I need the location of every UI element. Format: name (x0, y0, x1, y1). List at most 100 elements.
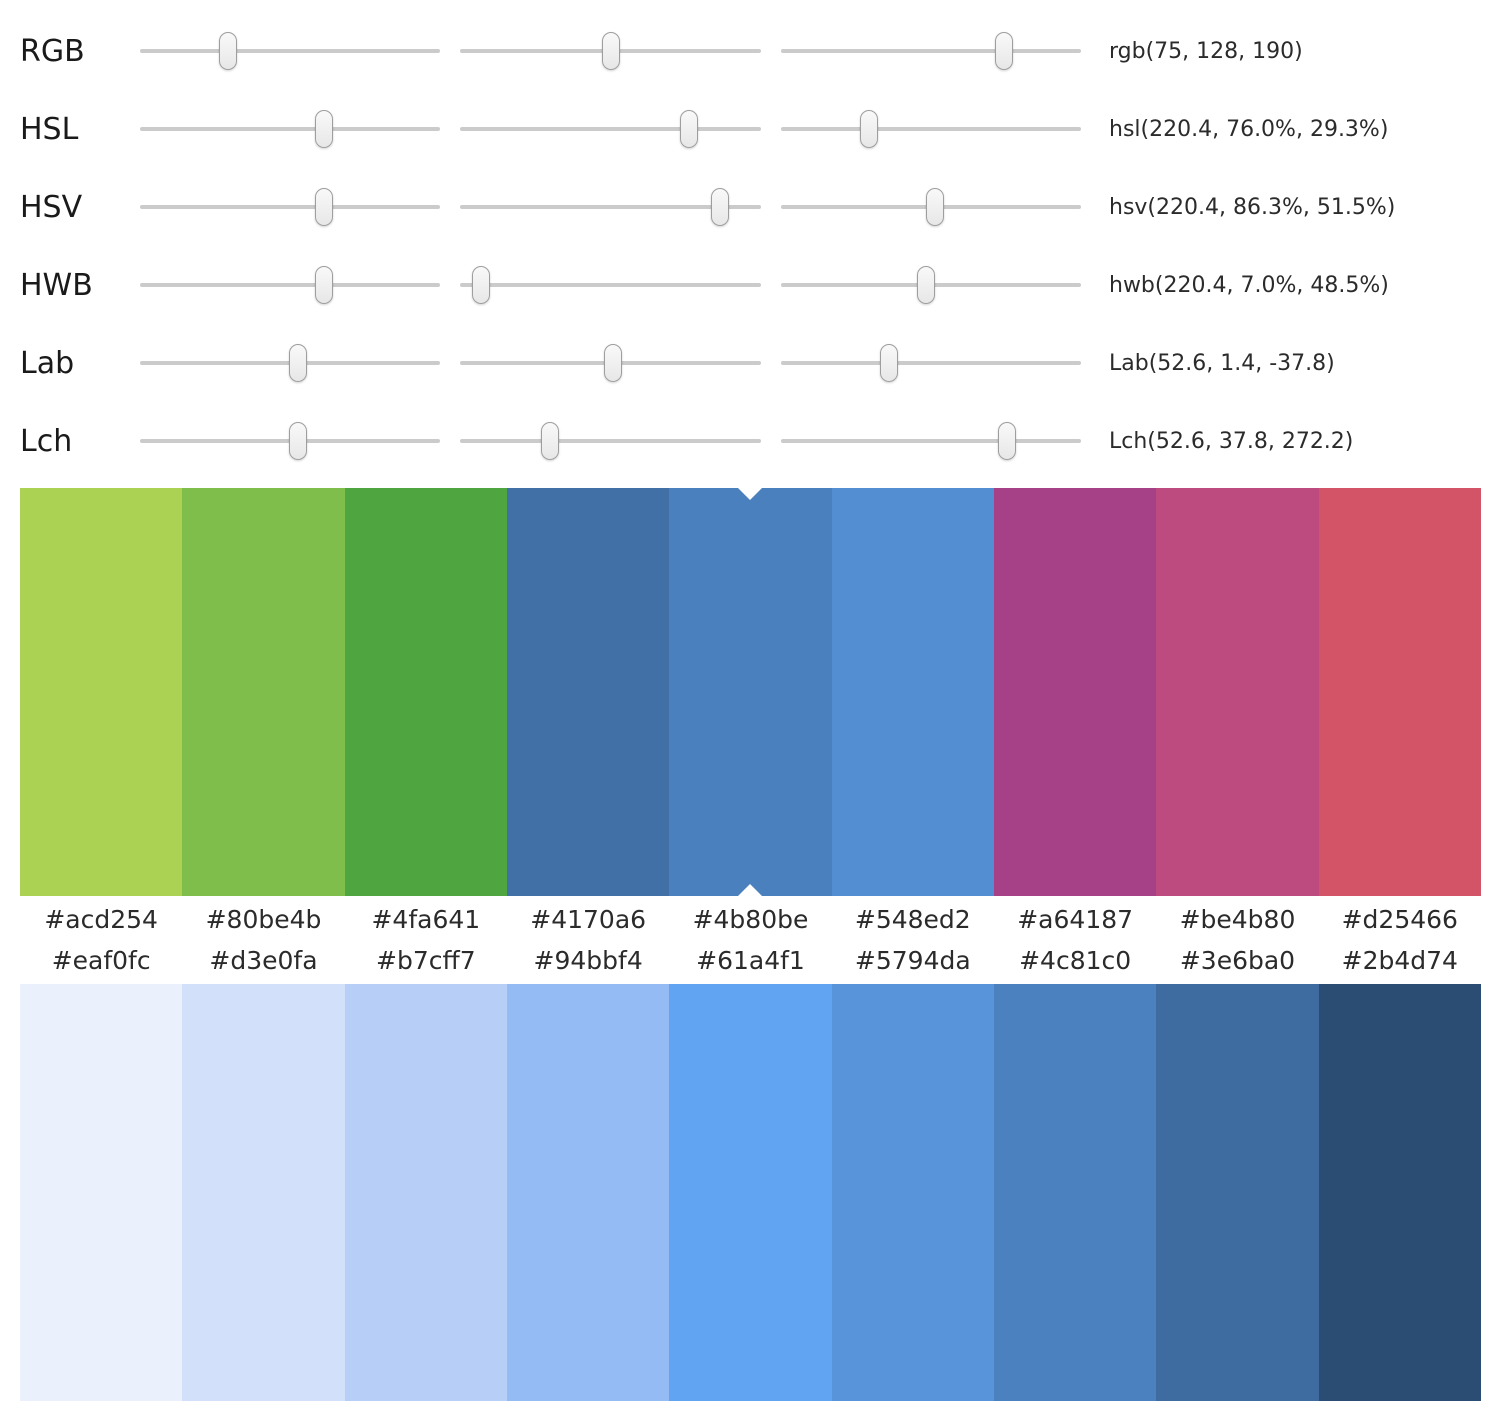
shade-hex-2: #b7cff7 (376, 946, 476, 975)
lch-thumb-2[interactable] (541, 422, 560, 460)
lab-track-1[interactable] (140, 335, 441, 391)
hwb-thumb-1[interactable] (314, 266, 333, 304)
shade-swatch-2[interactable] (344, 984, 507, 1401)
shade-hex-8: #2b4d74 (1341, 946, 1458, 975)
track-line (460, 283, 761, 287)
hue-swatch-5[interactable] (831, 488, 994, 896)
hwb-thumb-2[interactable] (472, 266, 491, 304)
shade-hex-7: #3e6ba0 (1179, 946, 1296, 975)
lab-tracks (140, 335, 1081, 391)
hsl-label: HSL (20, 111, 79, 147)
shade-swatch-4[interactable] (669, 984, 832, 1401)
lch-track-3[interactable] (780, 413, 1081, 469)
hue-hex-0: #acd254 (44, 905, 158, 934)
hue-swatch-1[interactable] (182, 488, 345, 896)
shade-swatch-3[interactable] (506, 984, 670, 1401)
shade-hex-labels: #eaf0fc #d3e0fa #b7cff7 #94bbf4 #61a4f1 … (20, 942, 1481, 984)
selection-notch-bottom-icon (738, 884, 763, 896)
hue-swatch-3[interactable] (506, 488, 670, 896)
shade-swatch-5[interactable] (831, 984, 994, 1401)
hue-swatch-4-selected[interactable] (669, 488, 832, 896)
shade-strip (20, 984, 1481, 1401)
hsv-value: hsv(220.4, 86.3%, 51.5%) (1109, 194, 1396, 220)
hue-hex-4: #4b80be (692, 905, 809, 934)
shade-swatch-7[interactable] (1156, 984, 1319, 1401)
track-line (780, 127, 1081, 131)
hwb-tracks (140, 257, 1081, 313)
hwb-track-1[interactable] (140, 257, 441, 313)
hue-strip (20, 488, 1481, 896)
slider-row-hsl: HSL hsl(220.4, 76.0%, 29.3%) (20, 90, 1481, 168)
lch-thumb-3[interactable] (998, 422, 1017, 460)
lab-label: Lab (20, 345, 75, 381)
hwb-label: HWB (20, 267, 93, 303)
rgb-value: rgb(75, 128, 190) (1109, 38, 1303, 64)
hsl-track-2[interactable] (460, 101, 761, 157)
hwb-track-3[interactable] (780, 257, 1081, 313)
hsl-thumb-3[interactable] (859, 110, 878, 148)
track-line (140, 205, 441, 209)
slider-row-lch: Lch Lch(52.6, 37.8, 272.2) (20, 402, 1481, 480)
selection-notch-top-icon (738, 488, 763, 500)
lch-label: Lch (20, 423, 73, 459)
hsl-tracks (140, 101, 1081, 157)
shade-hex-6: #4c81c0 (1019, 946, 1132, 975)
lch-track-2[interactable] (460, 413, 761, 469)
hsv-thumb-3[interactable] (926, 188, 945, 226)
lab-thumb-2[interactable] (604, 344, 623, 382)
shade-swatch-6[interactable] (993, 984, 1157, 1401)
rgb-track-1[interactable] (140, 23, 441, 79)
hsv-track-2[interactable] (460, 179, 761, 235)
hsl-track-3[interactable] (780, 101, 1081, 157)
hsv-track-3[interactable] (780, 179, 1081, 235)
hwb-track-2[interactable] (460, 257, 761, 313)
rgb-thumb-2[interactable] (602, 32, 621, 70)
hsv-thumb-2[interactable] (710, 188, 729, 226)
hue-hex-3: #4170a6 (530, 905, 647, 934)
shade-swatch-0[interactable] (20, 984, 183, 1401)
hsl-track-1[interactable] (140, 101, 441, 157)
rgb-track-3[interactable] (780, 23, 1081, 79)
rgb-track-2[interactable] (460, 23, 761, 79)
lab-thumb-3[interactable] (879, 344, 898, 382)
track-line (460, 127, 761, 131)
lab-thumb-1[interactable] (288, 344, 307, 382)
rgb-thumb-3[interactable] (995, 32, 1014, 70)
hue-swatch-7[interactable] (1156, 488, 1319, 896)
shade-hex-5: #5794da (854, 946, 971, 975)
hue-swatch-6[interactable] (993, 488, 1157, 896)
slider-panel: RGB rgb(75, 128, 190) HSL (20, 12, 1481, 480)
rgb-tracks (140, 23, 1081, 79)
hwb-value: hwb(220.4, 7.0%, 48.5%) (1109, 272, 1389, 298)
hue-hex-7: #be4b80 (1179, 905, 1296, 934)
track-line (460, 439, 761, 443)
lch-track-1[interactable] (140, 413, 441, 469)
hsl-thumb-2[interactable] (679, 110, 698, 148)
track-line (140, 49, 441, 53)
hsl-thumb-1[interactable] (314, 110, 333, 148)
hsv-label: HSV (20, 189, 83, 225)
lab-track-2[interactable] (460, 335, 761, 391)
lab-value: Lab(52.6, 1.4, -37.8) (1109, 350, 1335, 376)
hue-hex-6: #a64187 (1017, 905, 1134, 934)
track-line (780, 361, 1081, 365)
shade-swatch-8[interactable] (1318, 984, 1481, 1401)
hue-swatch-8[interactable] (1318, 488, 1481, 896)
rgb-thumb-1[interactable] (219, 32, 238, 70)
track-line (780, 49, 1081, 53)
lch-value: Lch(52.6, 37.8, 272.2) (1109, 428, 1354, 454)
hsv-thumb-1[interactable] (314, 188, 333, 226)
hsv-track-1[interactable] (140, 179, 441, 235)
shade-hex-3: #94bbf4 (533, 946, 643, 975)
slider-row-hwb: HWB hwb(220.4, 7.0%, 48.5%) (20, 246, 1481, 324)
shade-hex-1: #d3e0fa (209, 946, 318, 975)
track-line (460, 205, 761, 209)
hsv-tracks (140, 179, 1081, 235)
hue-swatch-0[interactable] (20, 488, 183, 896)
lch-thumb-1[interactable] (288, 422, 307, 460)
shade-hex-0: #eaf0fc (51, 946, 151, 975)
hwb-thumb-3[interactable] (917, 266, 936, 304)
shade-swatch-1[interactable] (182, 984, 345, 1401)
lab-track-3[interactable] (780, 335, 1081, 391)
hue-swatch-2[interactable] (344, 488, 507, 896)
